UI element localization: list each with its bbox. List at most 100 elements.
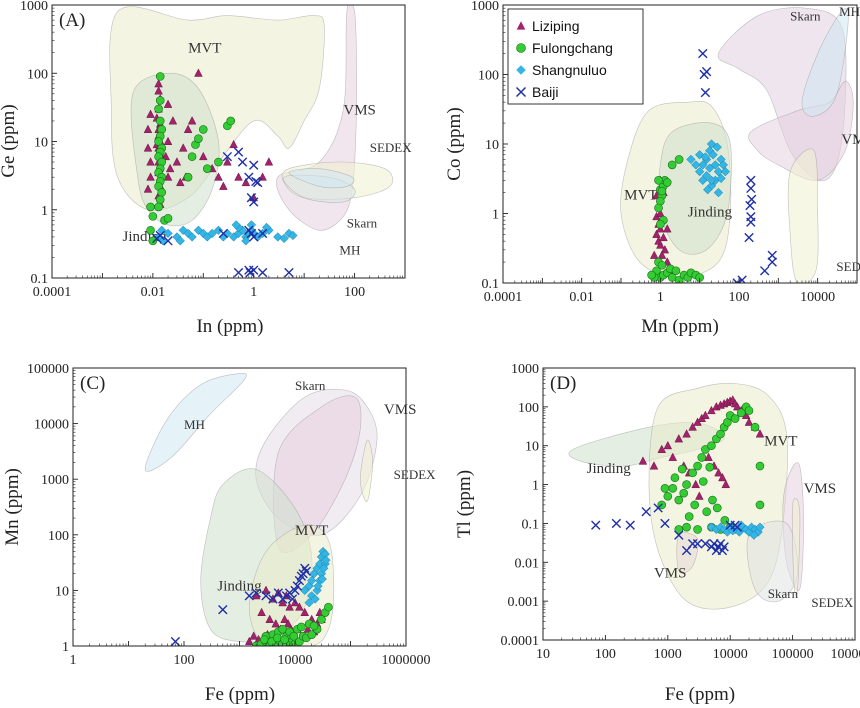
data-point xyxy=(746,175,756,186)
data-point xyxy=(720,167,731,177)
field-label: VMS xyxy=(384,402,417,418)
series-fulongchang xyxy=(657,402,765,534)
y-tick-label: 0.001 xyxy=(508,595,540,610)
y-tick-label: 10 xyxy=(55,584,69,599)
data-point xyxy=(261,591,271,601)
data-point xyxy=(721,479,731,489)
series-shangnuluo xyxy=(300,546,331,608)
x-tick-label: 100000 xyxy=(772,647,814,662)
deposit-fields xyxy=(144,372,378,646)
data-point xyxy=(716,173,726,184)
data-point xyxy=(746,217,756,227)
data-point xyxy=(698,48,708,59)
data-point xyxy=(237,157,248,167)
x-tick-label: 1000 xyxy=(654,647,682,662)
field-mh xyxy=(288,168,355,189)
data-point xyxy=(198,125,208,134)
data-point xyxy=(716,429,725,439)
y-tick-label: 100 xyxy=(518,401,539,416)
data-point xyxy=(148,212,158,221)
data-point xyxy=(146,109,155,118)
data-point xyxy=(674,434,684,443)
data-point xyxy=(691,479,700,489)
data-point xyxy=(155,116,165,126)
data-point xyxy=(143,143,153,152)
field-label: Jinding xyxy=(217,578,262,594)
data-point xyxy=(193,225,204,235)
y-tick-label: 100 xyxy=(27,67,48,82)
data-point xyxy=(249,160,259,170)
data-point xyxy=(261,222,272,233)
y-tick-label: 1 xyxy=(62,640,69,655)
data-point xyxy=(656,219,665,229)
data-point xyxy=(146,202,155,212)
data-point xyxy=(695,491,704,500)
data-point xyxy=(749,530,759,540)
data-point xyxy=(280,635,289,644)
x-axis-title: In (ppm) xyxy=(196,316,263,337)
data-point xyxy=(155,72,165,81)
data-point xyxy=(755,522,765,532)
data-point xyxy=(157,188,167,197)
data-point xyxy=(660,244,670,254)
field-label: VMS xyxy=(343,102,376,118)
data-point xyxy=(143,124,153,133)
y-tick-label: 1000 xyxy=(41,473,69,488)
data-point xyxy=(691,160,701,170)
data-point xyxy=(674,530,684,540)
data-point xyxy=(213,225,224,235)
data-point xyxy=(234,172,243,181)
data-point xyxy=(161,151,171,161)
data-point xyxy=(279,233,289,244)
field-label: Skarn xyxy=(768,586,799,601)
data-point xyxy=(692,539,703,549)
data-point xyxy=(730,414,740,423)
field-label: Skarn xyxy=(347,215,378,230)
field-label: Skarn xyxy=(790,8,821,23)
data-point xyxy=(303,624,313,633)
y-tick-label: 1000 xyxy=(471,0,499,14)
data-point xyxy=(759,266,770,276)
data-point xyxy=(296,571,307,581)
x-tick-label: 100 xyxy=(729,290,750,305)
data-point xyxy=(288,230,298,241)
field-label: SEDEX xyxy=(811,595,854,610)
data-point xyxy=(244,636,254,646)
data-point xyxy=(309,621,319,631)
data-point xyxy=(222,151,233,162)
data-point xyxy=(718,472,727,482)
data-point xyxy=(611,518,622,529)
y-tick-label: 0.0001 xyxy=(501,634,540,649)
legend-marker xyxy=(516,43,526,53)
data-point xyxy=(662,224,672,233)
data-point xyxy=(649,250,659,259)
field-skarn xyxy=(746,520,799,603)
data-point xyxy=(218,228,229,239)
data-point xyxy=(657,186,667,196)
data-point xyxy=(706,522,717,532)
data-point xyxy=(310,594,320,604)
series-group xyxy=(143,68,298,278)
data-point xyxy=(207,228,217,239)
data-point xyxy=(313,581,323,591)
x-tick-label: 100 xyxy=(174,653,195,668)
x-tick-label: 0.0001 xyxy=(484,290,523,305)
y-tick-label: 10 xyxy=(525,440,539,455)
data-point xyxy=(163,213,173,223)
series-baiji xyxy=(170,563,312,646)
x-tick-label: 1 xyxy=(657,290,664,305)
data-point xyxy=(663,491,673,501)
data-point xyxy=(146,157,155,166)
ticks xyxy=(51,4,406,279)
data-point xyxy=(653,503,663,513)
panel-label: (C) xyxy=(80,373,105,394)
data-point xyxy=(695,150,705,160)
y-tick-label: 10000 xyxy=(34,418,69,433)
data-point xyxy=(231,220,241,230)
data-point xyxy=(712,503,722,513)
data-point xyxy=(670,473,680,483)
legend-label: Liziping xyxy=(532,18,579,34)
data-point xyxy=(199,151,208,161)
y-tick-label: 1000 xyxy=(20,0,48,14)
